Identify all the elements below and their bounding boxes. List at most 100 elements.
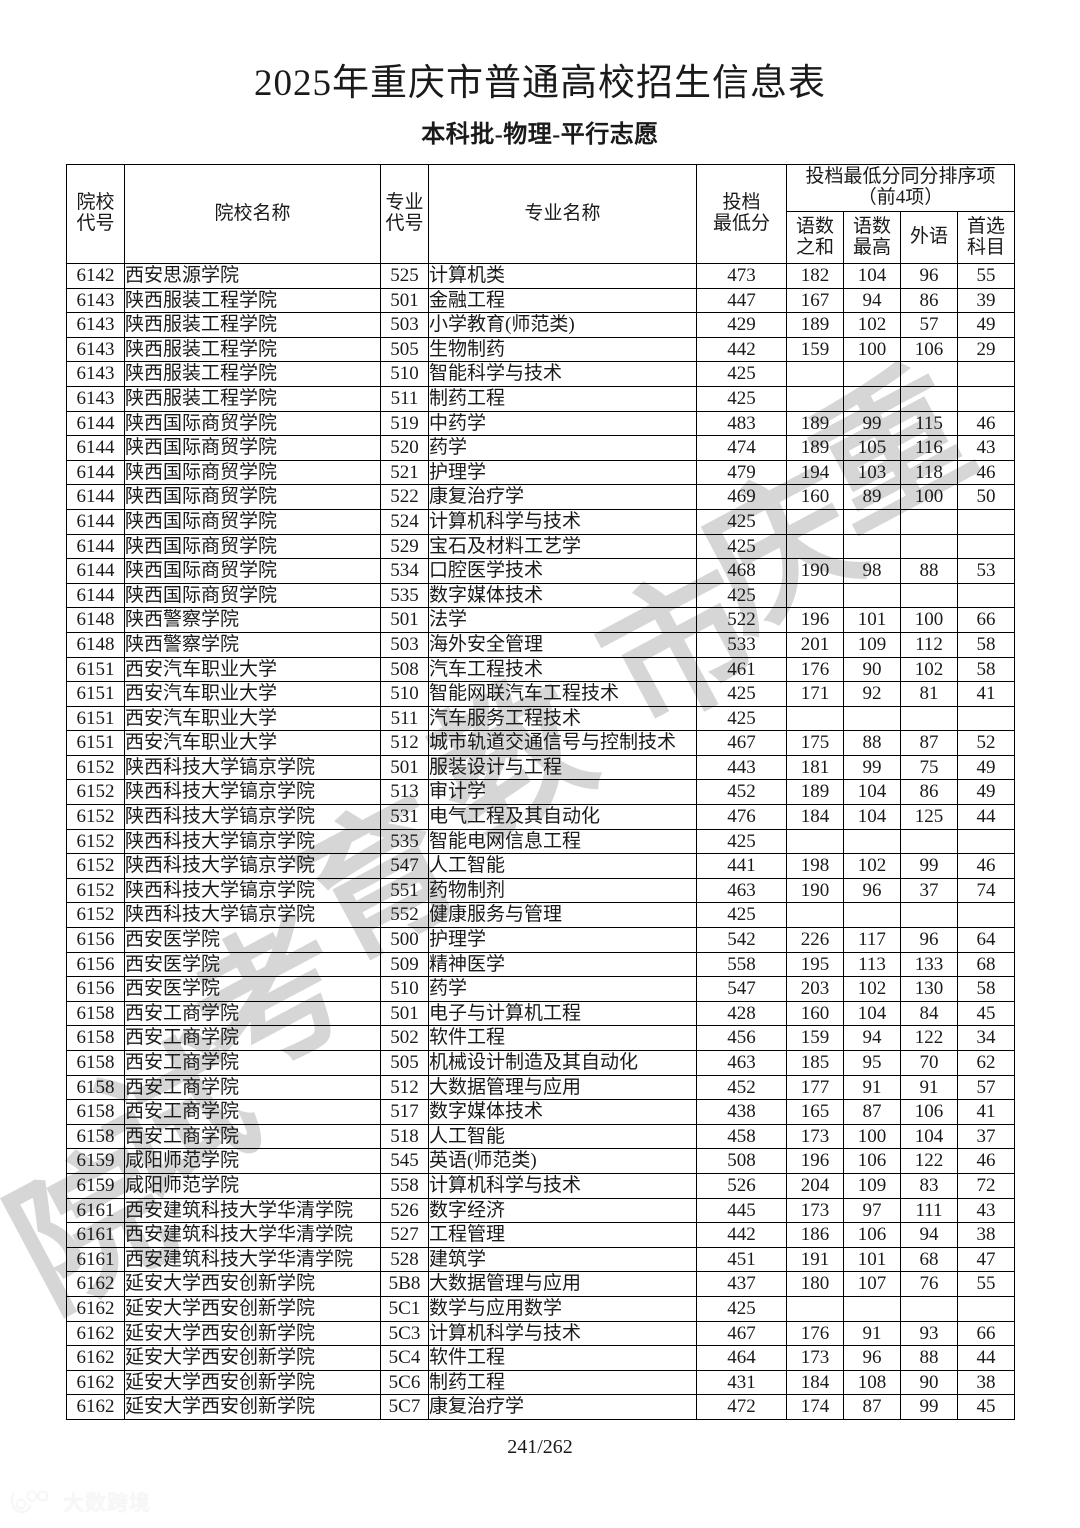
spiral-eyes-logo-icon	[10, 1490, 49, 1514]
cell-min-score: 425	[696, 828, 787, 855]
cell-min-score: 425	[696, 533, 787, 560]
cell-school-name: 西安工商学院	[124, 1099, 381, 1125]
cell-major-name: 城市轨道交通信号与控制技术	[428, 730, 697, 756]
cell-school-name: 延安大学西安创新学院	[124, 1394, 381, 1420]
cell-major-name: 法学	[428, 607, 697, 633]
cell-school-name: 西安医学院	[124, 927, 381, 953]
cell-sum-score: 203	[786, 976, 844, 1002]
cell-major-name: 计算机科学与技术	[428, 508, 697, 535]
table-row: 6162 延安大学西安创新学院 5B8 大数据管理与应用 437 180 107 76 55	[66, 1271, 1016, 1297]
cell-school-code: 6152	[66, 902, 125, 929]
cell-min-score: 456	[696, 1025, 787, 1051]
cell-sum-score: 186	[786, 1222, 844, 1248]
cell-foreign-score: 122	[900, 1025, 958, 1051]
cell-max-score: 108	[843, 1369, 901, 1396]
cell-major-name: 护理学	[428, 459, 697, 486]
cell-foreign-score	[900, 705, 958, 732]
cell-max-score: 92	[843, 681, 901, 707]
cell-school-name: 西安汽车职业大学	[124, 681, 381, 707]
cell-max-score: 97	[843, 1197, 901, 1224]
cell-school-code: 6158	[66, 1099, 125, 1125]
cell-school-name: 延安大学西安创新学院	[124, 1295, 381, 1322]
cell-major-code: 501	[380, 1000, 429, 1027]
cell-foreign-score	[900, 582, 958, 609]
cell-sum-score: 184	[786, 804, 844, 830]
cell-first-subject-score	[956, 508, 1016, 535]
tiebreak-line1: 投档最低分同分排序项	[805, 166, 996, 188]
cell-min-score: 425	[696, 508, 787, 535]
cell-max-score: 107	[843, 1271, 901, 1297]
cell-major-code: 518	[380, 1123, 429, 1150]
table-row: 6144 陕西国际商贸学院 520 药学 474 189 105 116 43	[66, 435, 1016, 461]
cell-school-code: 6158	[66, 1123, 125, 1150]
cell-min-score: 463	[696, 877, 787, 904]
table-row: 6148 陕西警察学院 503 海外安全管理 533 201 109 112 58	[66, 631, 1016, 658]
table-row: 6144 陕西国际商贸学院 529 宝石及材料工艺学 425	[66, 533, 1016, 560]
cell-major-code: 511	[380, 385, 429, 412]
cell-school-code: 6159	[66, 1172, 125, 1199]
cell-first-subject-score: 38	[956, 1222, 1016, 1248]
cell-min-score: 476	[696, 804, 787, 830]
cell-max-score: 100	[843, 336, 901, 363]
cell-school-code: 6162	[66, 1320, 125, 1347]
cell-major-code: 522	[380, 484, 429, 510]
cell-major-code: 508	[380, 656, 429, 683]
cell-major-name: 海外安全管理	[428, 631, 697, 658]
cell-major-code: 519	[380, 410, 429, 437]
cell-max-score: 101	[843, 607, 901, 633]
table-row: 6161 西安建筑科技大学华清学院 526 数字经济 445 173 97 111 43	[66, 1197, 1016, 1224]
cell-school-code: 6152	[66, 828, 125, 855]
table-row: 6144 陕西国际商贸学院 524 计算机科学与技术 425	[66, 508, 1016, 535]
cell-first-subject-score: 64	[956, 927, 1016, 953]
cell-min-score: 441	[696, 853, 787, 879]
cell-school-name: 陕西国际商贸学院	[124, 508, 381, 535]
cell-school-code: 6152	[66, 779, 125, 806]
cell-max-score: 91	[843, 1074, 901, 1101]
cell-major-name: 宝石及材料工艺学	[428, 533, 697, 560]
table-row: 6162 延安大学西安创新学院 5C4 软件工程 464 173 96 88 44	[66, 1345, 1016, 1371]
cell-major-name: 智能电网信息工程	[428, 828, 697, 855]
cell-school-name: 西安工商学院	[124, 1000, 381, 1027]
cell-school-code: 6144	[66, 582, 125, 609]
cell-min-score: 443	[696, 754, 787, 781]
table-row: 6156 西安医学院 509 精神医学 558 195 113 133 68	[66, 951, 1016, 978]
cell-school-code: 6156	[66, 976, 125, 1002]
cell-major-code: 552	[380, 902, 429, 929]
cell-sum-score	[786, 508, 844, 535]
cell-min-score: 442	[696, 336, 787, 363]
cell-major-name: 康复治疗学	[428, 484, 697, 510]
cell-school-code: 6161	[66, 1197, 125, 1224]
cell-major-name: 中药学	[428, 410, 697, 437]
first-subject-line2: 科目	[967, 236, 1006, 258]
cell-max-score: 98	[843, 558, 901, 584]
table-row: 6161 西安建筑科技大学华清学院 527 工程管理 442 186 106 94 38	[66, 1222, 1016, 1248]
cell-max-score: 89	[843, 484, 901, 510]
cell-sum-score	[786, 582, 844, 609]
max-line1: 语数	[852, 215, 891, 237]
cell-school-name: 陕西国际商贸学院	[124, 582, 381, 609]
cell-major-code: 500	[380, 927, 429, 953]
cell-major-code: 510	[380, 681, 429, 707]
cell-foreign-score: 99	[900, 853, 958, 879]
cell-max-score: 94	[843, 287, 901, 314]
cell-school-name: 陕西科技大学镐京学院	[124, 804, 381, 830]
cell-major-code: 524	[380, 508, 429, 535]
cell-min-score: 425	[696, 705, 787, 732]
cell-school-code: 6161	[66, 1222, 125, 1248]
cell-min-score: 447	[696, 287, 787, 314]
cell-min-score: 542	[696, 927, 787, 953]
sum-line1: 语数	[795, 215, 834, 237]
cell-foreign-score: 102	[900, 656, 958, 683]
table-body: 6142 西安思源学院 525 计算机类 473 182 104 96 55 6143 陕西服装工程…	[66, 263, 1016, 1420]
table-row: 6144 陕西国际商贸学院 535 数字媒体技术 425	[66, 582, 1016, 609]
cell-first-subject-score	[956, 828, 1016, 855]
cell-max-score: 104	[843, 1000, 901, 1027]
cell-sum-score: 159	[786, 336, 844, 363]
cell-major-name: 审计学	[428, 779, 697, 806]
cell-major-name: 制药工程	[428, 385, 697, 412]
cell-min-score: 533	[696, 631, 787, 658]
cell-foreign-score	[900, 1295, 958, 1322]
table-row: 6158 西安工商学院 512 大数据管理与应用 452 177 91 91 57	[66, 1074, 1016, 1101]
cell-sum-score: 189	[786, 312, 844, 338]
cell-school-name: 陕西科技大学镐京学院	[124, 877, 381, 904]
